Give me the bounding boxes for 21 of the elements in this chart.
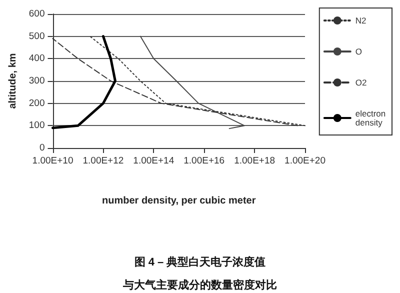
legend-label: O2 — [355, 78, 368, 88]
y-tick-label: 300 — [28, 76, 45, 86]
y-tick-label: 0 — [39, 142, 45, 154]
y-tick-label: 400 — [28, 53, 45, 64]
y-axis-title: altitude, km — [8, 53, 18, 109]
x-tick-label: 1.00E+14 — [133, 156, 174, 166]
legend-label: electron density — [355, 108, 388, 128]
legend-label: N2 — [355, 16, 367, 26]
x-tick-label: 1.00E+18 — [234, 156, 276, 166]
text: 与大气主要成分的数量密度对比 — [122, 278, 277, 292]
y-tick-label: 100 — [28, 120, 45, 132]
x-tick-label: 1.00E+20 — [284, 156, 326, 166]
text: 图 4 – 典型白天电子浓度值 — [134, 256, 266, 268]
y-tick-label: 600 — [28, 8, 45, 20]
x-tick-label: 1.00E+16 — [184, 156, 225, 166]
y-tick-label: 200 — [28, 98, 45, 109]
x-tick-label: 1.00E+12 — [82, 156, 124, 166]
x-axis-title: number density, per cubic meter — [102, 196, 256, 206]
y-tick-label: 500 — [28, 30, 45, 42]
x-tick-label: 1.00E+10 — [32, 156, 74, 166]
legend-label: O — [355, 46, 362, 56]
